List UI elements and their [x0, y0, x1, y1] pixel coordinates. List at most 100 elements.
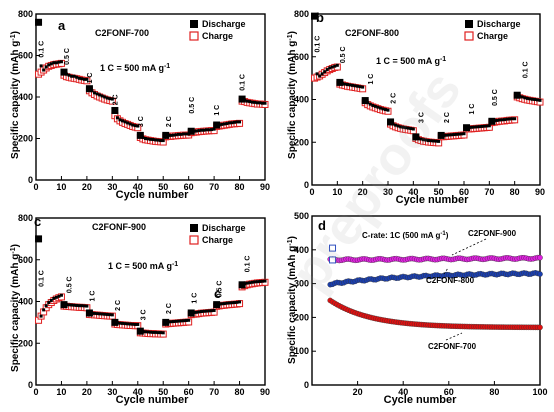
discharge-point	[253, 100, 257, 104]
discharge-point	[105, 96, 109, 100]
y-tick-label: 400	[294, 245, 309, 255]
discharge-point	[467, 126, 471, 130]
discharge-point	[222, 302, 226, 306]
discharge-point	[472, 125, 476, 129]
discharge-point	[192, 129, 196, 133]
discharge-point	[49, 298, 53, 302]
discharge-point	[174, 319, 178, 323]
discharge-point	[100, 312, 104, 316]
discharge-point	[156, 138, 160, 142]
y-tick-label: 200	[294, 312, 309, 322]
discharge-point	[217, 123, 221, 127]
rate-label: 0.1 C	[39, 270, 46, 287]
discharge-point	[503, 118, 507, 122]
discharge-point	[434, 139, 438, 143]
discharge-point	[75, 75, 79, 79]
discharge-point	[513, 91, 521, 99]
discharge-point	[161, 139, 165, 143]
discharge-point	[320, 72, 324, 76]
discharge-point	[225, 301, 229, 305]
discharge-point	[169, 133, 173, 137]
discharge-point	[192, 311, 196, 315]
discharge-point	[115, 116, 119, 120]
rate-label: 3 C	[418, 112, 425, 123]
x-tick-label: 10	[332, 187, 342, 197]
y-tick-label: 200	[294, 137, 309, 147]
discharge-point	[533, 98, 537, 101]
discharge-point	[235, 120, 239, 124]
rate-label: 0.5 C	[492, 89, 499, 106]
discharge-point	[255, 280, 259, 284]
discharge-point	[335, 63, 339, 67]
discharge-point	[52, 296, 56, 300]
rate-label: 1 C	[191, 293, 198, 304]
discharge-point	[248, 100, 252, 104]
x-tick-label: 40	[133, 182, 143, 192]
discharge-point	[187, 318, 191, 322]
rate-label: 2 C	[166, 116, 173, 127]
discharge-point	[220, 302, 224, 306]
x-tick-label: 0	[309, 187, 314, 197]
y-tick-label: 800	[18, 213, 33, 223]
discharge-point	[263, 101, 267, 105]
discharge-point	[212, 127, 216, 131]
discharge-point	[123, 322, 127, 326]
discharge-point	[258, 101, 262, 105]
discharge-point	[437, 131, 445, 139]
rate-label: 2 C	[112, 94, 119, 105]
discharge-point	[72, 74, 76, 78]
discharge-point	[454, 132, 458, 136]
discharge-point	[194, 129, 198, 133]
discharge-point	[95, 92, 99, 96]
x-tick-label: 60	[184, 387, 194, 397]
discharge-point	[70, 303, 74, 307]
discharge-point	[57, 294, 61, 298]
discharge-point	[131, 123, 135, 127]
discharge-point	[376, 105, 380, 109]
discharge-point	[351, 83, 355, 87]
discharge-point	[245, 281, 249, 285]
discharge-point	[136, 124, 140, 128]
discharge-point	[528, 97, 532, 101]
discharge-point	[111, 106, 119, 114]
discharge-point	[47, 301, 51, 305]
discharge-point	[401, 125, 405, 129]
discharge-point	[452, 133, 456, 137]
discharge-point	[371, 103, 375, 107]
rate-label: 0.1 C	[39, 41, 46, 58]
y-tick-label: 0	[28, 175, 33, 185]
discharge-point	[432, 139, 436, 143]
discharge-point	[171, 133, 175, 137]
discharge-point	[90, 89, 94, 93]
y-axis-label: Specific capacity (mAh g-1)	[287, 236, 298, 364]
x-tick-label: 0	[33, 387, 38, 397]
x-tick-label: 70	[484, 187, 494, 197]
discharge-point	[103, 95, 107, 99]
discharge-point	[348, 83, 352, 87]
x-tick-label: 70	[209, 387, 219, 397]
discharge-point	[98, 312, 102, 316]
discharge-point	[118, 321, 122, 325]
discharge-point	[108, 97, 112, 101]
y-tick-label: 200	[18, 338, 33, 348]
discharge-point	[70, 74, 74, 78]
discharge-point	[82, 77, 86, 81]
discharge-point	[406, 126, 410, 130]
panel-b: b C2FONF-800 Specific capacity (mAh g-1)…	[287, 9, 545, 206]
x-axis-label: Cycle number	[384, 394, 457, 406]
legend-marker-discharge	[190, 224, 198, 232]
discharge-point	[345, 83, 349, 87]
discharge-point	[325, 68, 329, 72]
discharge-point	[44, 65, 48, 69]
y-tick-label: 0	[304, 180, 309, 190]
y-tick-label: 800	[18, 9, 33, 19]
sample-name: C2FONF-900	[92, 222, 146, 232]
discharge-point	[169, 320, 173, 324]
x-tick-label: 80	[235, 182, 245, 192]
discharge-point	[161, 331, 165, 335]
discharge-point	[253, 280, 257, 284]
discharge-point	[197, 310, 201, 314]
initial-point	[329, 256, 337, 264]
discharge-point	[449, 133, 453, 137]
